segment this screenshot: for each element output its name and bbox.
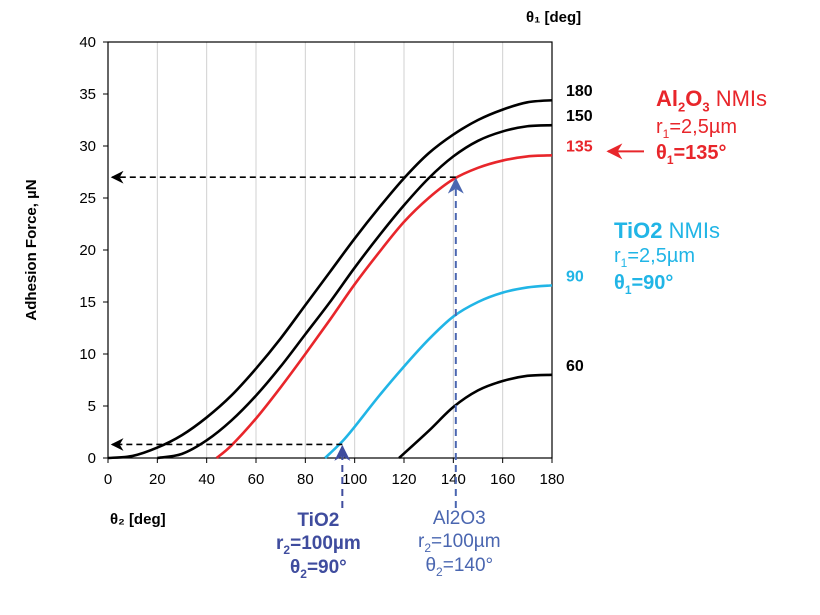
x-tick-label: 100 [342,471,367,488]
y-tick-label: 5 [88,398,96,415]
series-label-90: 90 [566,268,584,285]
al2o3-r2-annotation: Al2O3 r2=100µm θ2=140° [418,508,501,579]
series-label-135: 135 [566,138,593,155]
y-tick-label: 25 [79,190,96,207]
al2o3-annotation: Al2O3 NMIs r1=2,5µm θ1=135° [656,86,768,168]
y-axis-title: Adhesion Force, µN [23,179,40,320]
y-tick-labels: 0 5 10 15 20 25 30 35 40 [79,34,96,467]
x-tick-label: 60 [248,471,265,488]
x-tick-label: 80 [297,471,314,488]
tio2-annotation: TiO2 NMIs r1=2,5µm θ1=90° [614,218,720,297]
x-tick-label: 140 [441,471,466,488]
plot-frame [107,41,553,459]
y-tick-label: 10 [79,346,96,363]
series-line-90 [324,284,553,459]
tio2-r2-annotation: TiO2 r2=100µm θ2=90° [276,510,361,581]
x-tick-label: 20 [149,471,166,488]
series-lines [107,98,553,460]
series-end-labels: 180 150 135 90 60 [566,83,593,375]
y-tick-label: 0 [88,450,96,467]
y-tick-label: 35 [79,86,96,103]
series-line-135 [215,154,553,460]
guide-arrows [110,143,644,508]
series-line-180 [107,98,553,460]
top-axis-title: θ₁ [deg] [526,9,581,26]
y-tick-label: 40 [79,34,96,51]
series-line-60 [398,373,553,459]
series-label-180: 180 [566,83,593,100]
x-tick-label: 120 [391,471,416,488]
x-tick-label: 0 [104,471,112,488]
axes [103,41,553,463]
y-tick-label: 15 [79,294,96,311]
x-axis-title: θ₂ [deg] [110,511,166,528]
x-tick-labels: 0 20 40 60 80 100 120 140 160 180 [104,471,565,488]
series-label-150: 150 [566,108,593,125]
y-tick-label: 20 [79,242,96,259]
series-line-150 [157,123,553,460]
series-label-60: 60 [566,358,584,375]
x-tick-label: 180 [539,471,564,488]
x-tick-label: 40 [198,471,215,488]
y-tick-label: 30 [79,138,96,155]
grid-lines [156,42,504,458]
x-tick-label: 160 [490,471,515,488]
